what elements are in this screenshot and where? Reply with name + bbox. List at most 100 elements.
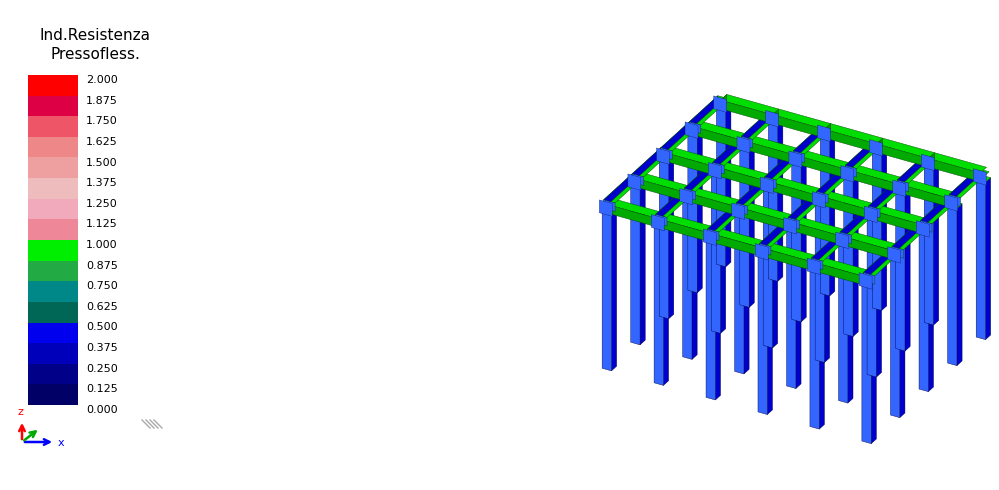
Polygon shape xyxy=(767,252,772,415)
Polygon shape xyxy=(784,218,797,234)
Polygon shape xyxy=(814,257,820,271)
Polygon shape xyxy=(815,202,824,363)
Polygon shape xyxy=(758,255,767,415)
Bar xyxy=(28,322,78,343)
Polygon shape xyxy=(655,188,695,218)
Polygon shape xyxy=(632,147,672,177)
Polygon shape xyxy=(684,162,724,192)
Polygon shape xyxy=(819,190,877,210)
Polygon shape xyxy=(900,179,958,199)
Polygon shape xyxy=(863,272,875,284)
Polygon shape xyxy=(656,148,669,165)
Polygon shape xyxy=(811,232,840,267)
Polygon shape xyxy=(710,227,716,242)
Polygon shape xyxy=(632,147,660,182)
Polygon shape xyxy=(684,162,712,197)
Polygon shape xyxy=(640,183,645,345)
Polygon shape xyxy=(772,186,777,348)
Polygon shape xyxy=(738,201,797,222)
Polygon shape xyxy=(611,209,616,371)
Polygon shape xyxy=(840,206,880,235)
Polygon shape xyxy=(737,136,750,153)
Polygon shape xyxy=(759,218,799,246)
Polygon shape xyxy=(789,151,802,168)
Polygon shape xyxy=(680,189,693,205)
Polygon shape xyxy=(862,284,871,443)
Polygon shape xyxy=(764,151,793,185)
Polygon shape xyxy=(845,166,857,177)
Polygon shape xyxy=(973,169,986,185)
Polygon shape xyxy=(869,140,882,156)
Polygon shape xyxy=(872,150,882,311)
Polygon shape xyxy=(810,269,819,429)
Polygon shape xyxy=(848,164,906,184)
Polygon shape xyxy=(890,258,900,417)
Polygon shape xyxy=(919,227,933,234)
Polygon shape xyxy=(634,172,693,193)
Polygon shape xyxy=(838,239,853,246)
Polygon shape xyxy=(788,192,816,226)
Polygon shape xyxy=(788,218,799,229)
Text: 1.000: 1.000 xyxy=(86,240,118,250)
Polygon shape xyxy=(838,243,848,403)
Polygon shape xyxy=(720,95,779,115)
Polygon shape xyxy=(897,154,926,189)
Text: 0.125: 0.125 xyxy=(86,384,118,394)
Polygon shape xyxy=(660,147,672,160)
Polygon shape xyxy=(741,110,781,140)
Polygon shape xyxy=(663,223,668,386)
Polygon shape xyxy=(876,138,935,158)
Polygon shape xyxy=(682,195,697,202)
Polygon shape xyxy=(900,256,905,417)
Text: z: z xyxy=(17,407,23,417)
Polygon shape xyxy=(663,147,669,161)
Polygon shape xyxy=(732,203,745,220)
Polygon shape xyxy=(928,153,987,173)
Polygon shape xyxy=(744,135,802,155)
Polygon shape xyxy=(916,220,929,237)
Text: 1.875: 1.875 xyxy=(86,96,118,106)
Polygon shape xyxy=(606,204,658,227)
Polygon shape xyxy=(792,162,801,322)
Polygon shape xyxy=(788,192,828,220)
Polygon shape xyxy=(867,217,876,377)
Polygon shape xyxy=(949,195,961,206)
Text: 0.625: 0.625 xyxy=(86,302,118,312)
Polygon shape xyxy=(820,131,835,139)
Polygon shape xyxy=(893,180,906,196)
Polygon shape xyxy=(707,203,736,238)
Polygon shape xyxy=(767,175,773,190)
Text: x: x xyxy=(58,438,65,448)
Polygon shape xyxy=(871,282,876,443)
Polygon shape xyxy=(692,126,744,149)
Polygon shape xyxy=(905,189,910,351)
Polygon shape xyxy=(749,146,754,307)
Polygon shape xyxy=(688,133,697,293)
Polygon shape xyxy=(634,172,641,187)
Polygon shape xyxy=(814,263,866,286)
Polygon shape xyxy=(658,213,664,227)
Polygon shape xyxy=(602,211,611,371)
Polygon shape xyxy=(786,229,796,389)
Polygon shape xyxy=(796,149,802,164)
Polygon shape xyxy=(715,161,721,175)
Bar xyxy=(28,302,78,322)
Polygon shape xyxy=(744,141,796,164)
Polygon shape xyxy=(741,136,753,148)
Polygon shape xyxy=(686,187,745,207)
Text: Pressofless.: Pressofless. xyxy=(50,47,140,62)
Polygon shape xyxy=(686,187,693,201)
Polygon shape xyxy=(848,164,854,178)
Polygon shape xyxy=(934,163,939,325)
Polygon shape xyxy=(710,227,768,248)
Polygon shape xyxy=(692,121,750,141)
Bar xyxy=(28,178,78,199)
Polygon shape xyxy=(660,122,701,151)
Polygon shape xyxy=(812,192,825,208)
Polygon shape xyxy=(762,242,768,256)
Polygon shape xyxy=(868,180,909,209)
Polygon shape xyxy=(603,174,643,203)
Bar xyxy=(28,261,78,281)
Bar xyxy=(28,199,78,220)
Polygon shape xyxy=(663,152,715,175)
